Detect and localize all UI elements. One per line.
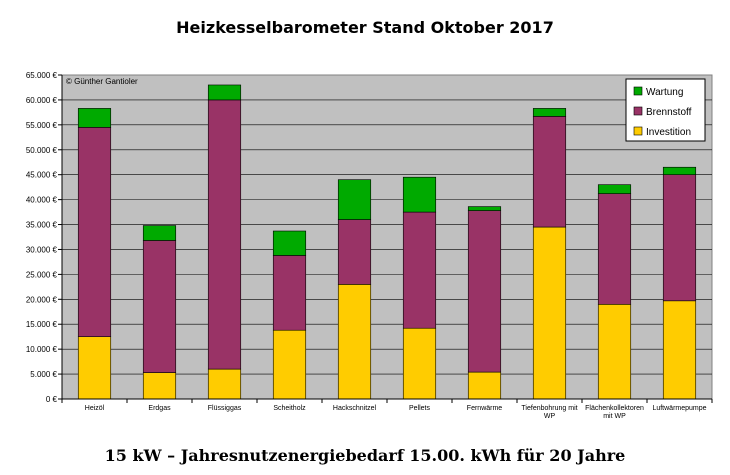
bar-investition (77, 336, 112, 400)
bar-investition (142, 372, 177, 400)
bar-wartung (207, 84, 242, 101)
y-tick-label: 15.000 € (26, 320, 58, 329)
legend-label: Brennstoff (646, 107, 692, 118)
bar-investition (402, 327, 437, 400)
y-tick-label: 20.000 € (26, 295, 58, 304)
chart-title: Heizkesselbarometer Stand Oktober 2017 (176, 18, 554, 37)
x-tick-label: Flächenkollektoren mit WP (585, 405, 644, 420)
bar-investition (272, 329, 307, 400)
bar-wartung (662, 166, 697, 175)
y-tick-label: 60.000 € (26, 96, 58, 105)
y-tick-label: 40.000 € (26, 196, 58, 205)
bar-wartung (337, 179, 372, 220)
bar-brennstoff (402, 211, 437, 329)
bars (77, 84, 697, 400)
x-tick-label: Heizöl (85, 405, 105, 412)
legend: Wartung Brennstoff Investition (625, 78, 706, 142)
bar-brennstoff (337, 219, 372, 285)
bar-investition (467, 371, 502, 400)
bar-brennstoff (532, 116, 567, 228)
bar-wartung (272, 230, 307, 256)
y-tick-label: 35.000 € (26, 221, 58, 230)
bar-brennstoff (77, 127, 112, 337)
y-tick-label: 55.000 € (26, 121, 58, 130)
legend-swatch (633, 86, 643, 96)
bar-wartung (77, 108, 112, 128)
bar-wartung (532, 108, 567, 117)
y-tick-label: 10.000 € (26, 345, 58, 354)
bar-investition (597, 303, 632, 400)
bar-brennstoff (662, 174, 697, 302)
x-tick-label: Tiefenbohrung mit WP (521, 405, 577, 420)
chart: 0 € 5.000 € 10.000 € 15.000 € 20.000 € 25.000… (26, 71, 713, 420)
x-tick-label: Erdgas (148, 405, 171, 412)
bar-brennstoff (272, 255, 307, 331)
bar-investition (207, 368, 242, 400)
bar-brennstoff (142, 240, 177, 373)
legend-swatch (633, 106, 643, 116)
y-tick-label: 5.000 € (30, 370, 57, 379)
legend-swatch (633, 126, 643, 136)
bar-investition (532, 226, 567, 400)
x-tick-label: Pellets (409, 405, 431, 412)
bar-wartung (142, 225, 177, 241)
legend-label: Wartung (646, 87, 683, 98)
y-tick-label: 30.000 € (26, 245, 58, 254)
x-tick-label: Flüssiggas (208, 405, 242, 412)
bar-wartung (402, 176, 437, 213)
bar-brennstoff (207, 99, 242, 370)
bar-wartung (467, 206, 502, 211)
bar-brennstoff (467, 210, 502, 373)
bar-investition (662, 300, 697, 400)
bar-wartung (597, 184, 632, 194)
legend-label: Investition (646, 127, 691, 138)
bar-brennstoff (597, 193, 632, 305)
y-tick-label: 65.000 € (26, 71, 58, 80)
y-axis: 0 € 5.000 € 10.000 € 15.000 € 20.000 € 25.000… (26, 71, 63, 404)
x-tick-label: Hackschnitzel (333, 405, 377, 412)
x-tick-label: Luftwärmepumpe (652, 405, 706, 412)
x-axis: Heizöl Erdgas Flüssiggas Scheitholz Hackschn… (61, 398, 713, 420)
y-tick-label: 25.000 € (26, 270, 58, 279)
chart-subtitle: 15 kW – Jahresnutzenergiebedarf 15.00. k… (104, 446, 626, 465)
x-tick-label: Scheitholz (273, 405, 306, 412)
y-tick-label: 50.000 € (26, 146, 58, 155)
copyright-note: © Günther Gantioler (66, 77, 138, 86)
y-tick-label: 0 € (46, 395, 58, 404)
y-tick-label: 45.000 € (26, 171, 58, 180)
bar-investition (337, 284, 372, 400)
x-tick-label: Fernwärme (467, 405, 503, 412)
